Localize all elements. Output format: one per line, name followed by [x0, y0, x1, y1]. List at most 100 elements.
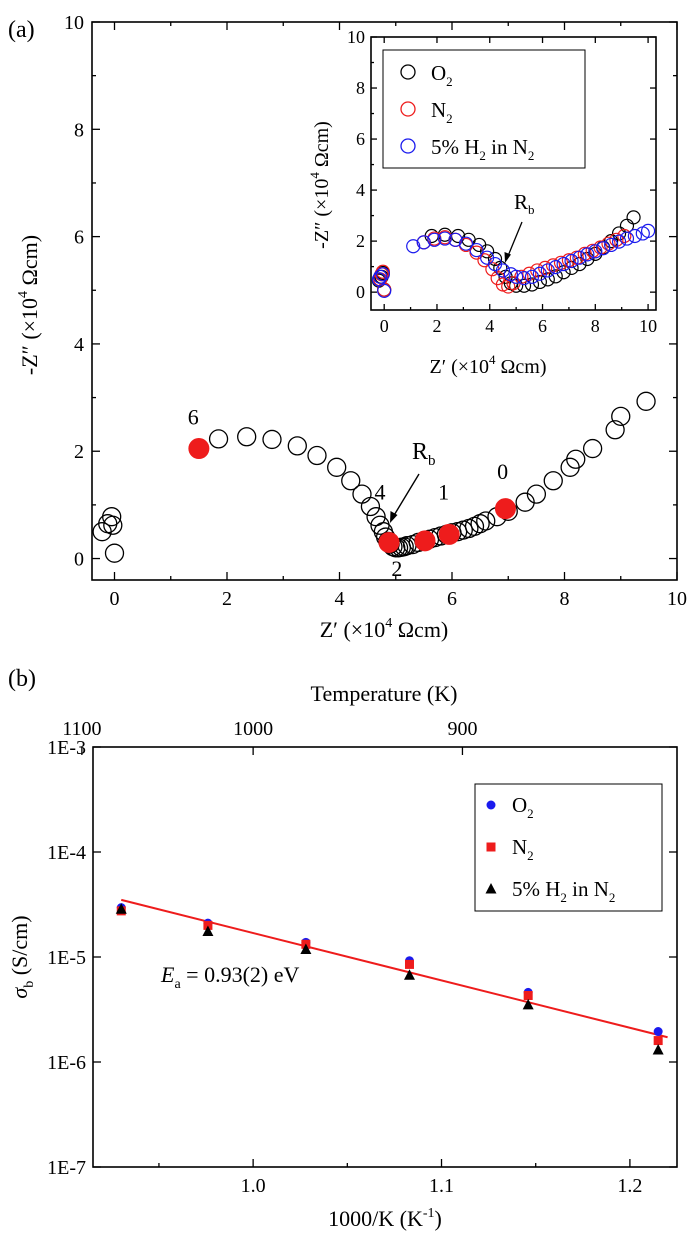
panel-a-point [208, 429, 229, 449]
panel-b-point-triangle [652, 1044, 664, 1055]
panel-b-legend-marker [486, 842, 496, 852]
inset-point [514, 269, 529, 284]
panel-a-point [360, 496, 381, 517]
panel-a-point [327, 457, 347, 477]
panel-b-y-tick-label: 1E-4 [47, 842, 86, 864]
panel-a-point [237, 427, 257, 447]
inset-point [548, 260, 563, 275]
inset-point [545, 258, 561, 273]
panel-b-point-triangle [115, 903, 127, 914]
inset-point [373, 269, 388, 284]
inset-point [553, 255, 569, 270]
inset-point [532, 266, 547, 281]
inset-legend-label-part-1: 2 [446, 111, 453, 126]
inset-legend-marker [400, 101, 416, 117]
panel-a-point-annotation: 4 [375, 480, 386, 505]
inset-x-label-main: Z′ (×10 [430, 356, 490, 378]
inset-y-label-tail: Ωcm) [311, 121, 333, 172]
panel-a-highlight-point [438, 523, 460, 545]
panel-b-y-label-sub: b [22, 981, 37, 988]
inset-y-tick-label: 2 [356, 231, 365, 251]
panel-a-x-tick-label: 4 [335, 588, 345, 610]
inset-rb-arrowhead [504, 252, 511, 263]
inset-point [375, 267, 390, 282]
inset-x-label-sup: 4 [489, 352, 496, 367]
panel-b-top-tick-label: 900 [447, 718, 477, 740]
inset-point [640, 223, 656, 239]
inset-point [480, 244, 495, 259]
panel-a-point [560, 457, 580, 477]
inset-point [509, 269, 524, 284]
panel-a-point [287, 436, 307, 456]
inset-y-tick-label: 10 [347, 27, 365, 47]
panel-b-ticks: 1.01.11.2110010009008001E-31E-41E-51E-61… [47, 718, 677, 1197]
inset-y-label-main: -Z″ (×10 [311, 179, 333, 249]
panel-b-frame [92, 746, 678, 1168]
panel-b-point-square [523, 990, 533, 1000]
inset-point [617, 228, 632, 244]
inset-legend-label: 5% H2 in N2 [431, 135, 534, 163]
inset-x-tick-label: 0 [380, 316, 389, 336]
panel-a-x-tick-label: 6 [447, 588, 457, 610]
inset-legend-label: N2 [431, 98, 453, 126]
inset-point [493, 260, 508, 276]
inset-point [448, 232, 463, 247]
inset-point [604, 237, 619, 253]
inset-point [522, 266, 537, 281]
panel-a-x-tick-label: 8 [560, 588, 570, 610]
inset-ticks: 0 2 4 6 8 10 0 2 4 6 8 10 [347, 27, 657, 336]
panel-a-point [515, 492, 535, 512]
panel-b-y-tick-label: 1E-6 [47, 1052, 86, 1074]
inset-point [604, 234, 619, 249]
inset-legend-marker [400, 64, 416, 80]
panel-b-legend-label-part-3: 2 [609, 890, 616, 905]
panel-a-y-label-tail: Ωcm) [17, 235, 42, 291]
inset-point [540, 263, 555, 278]
panel-b-ea-annotation: Ea = 0.93(2) eV [160, 962, 299, 992]
panel-b-legend-label-part-0: 5% H [512, 877, 560, 901]
panel-b-legend-label-part-0: O [512, 793, 527, 817]
panel-a-points [92, 391, 656, 563]
panel-b-ea-main: E [160, 962, 175, 987]
panel-b-x-tick-label: 1.2 [617, 1175, 642, 1197]
panel-a-x-label-sup: 4 [385, 616, 392, 631]
inset-x-tick-label: 4 [485, 316, 494, 336]
inset-point [556, 256, 571, 272]
inset-rb-arrow [507, 221, 523, 257]
panel-b-y-tick-label: 1E-7 [47, 1157, 86, 1179]
inset-point [516, 271, 532, 286]
panel-a-point [582, 438, 603, 459]
panel-a-point [104, 543, 125, 563]
panel-b-legend-label-part-2: in N [567, 877, 609, 901]
panel-b-legend-label-part-1: 2 [527, 848, 534, 863]
inset-point [477, 253, 492, 268]
inset-point [609, 232, 624, 247]
panel-b-legend-label: O2 [512, 793, 534, 821]
inset-y-label-sup: 4 [307, 172, 322, 179]
panel-b-legend-label-part-1: 2 [527, 806, 534, 821]
panel-a-y-tick-label: 6 [74, 227, 84, 249]
inset-rb-sub: b [528, 202, 535, 217]
panel-b-x-tick-label: 1.0 [241, 1175, 266, 1197]
panel-a-point [566, 449, 586, 469]
panel-b-y-label-main: σ [7, 987, 32, 999]
inset-point [406, 239, 421, 254]
inset-y-tick-label: 4 [356, 180, 365, 200]
panel-b-x-label: 1000/K (K-1) [328, 1206, 442, 1231]
inset-point [540, 272, 555, 287]
panel-a-point [307, 445, 327, 466]
panel-a-highlight-point [378, 531, 400, 553]
inset-x-label-tail: Ωcm) [496, 356, 547, 378]
inset-point [580, 247, 595, 262]
panel-b: (b) Temperature (K) 1.0 1.1 1.2 1100 1000 900… [7, 666, 678, 1231]
inset-point [458, 236, 474, 251]
inset-point [377, 283, 392, 298]
panel-a-point [352, 484, 372, 504]
panel-b-y-label: σb (S/cm) [7, 915, 37, 998]
panel-b-point-circle [653, 1027, 663, 1037]
